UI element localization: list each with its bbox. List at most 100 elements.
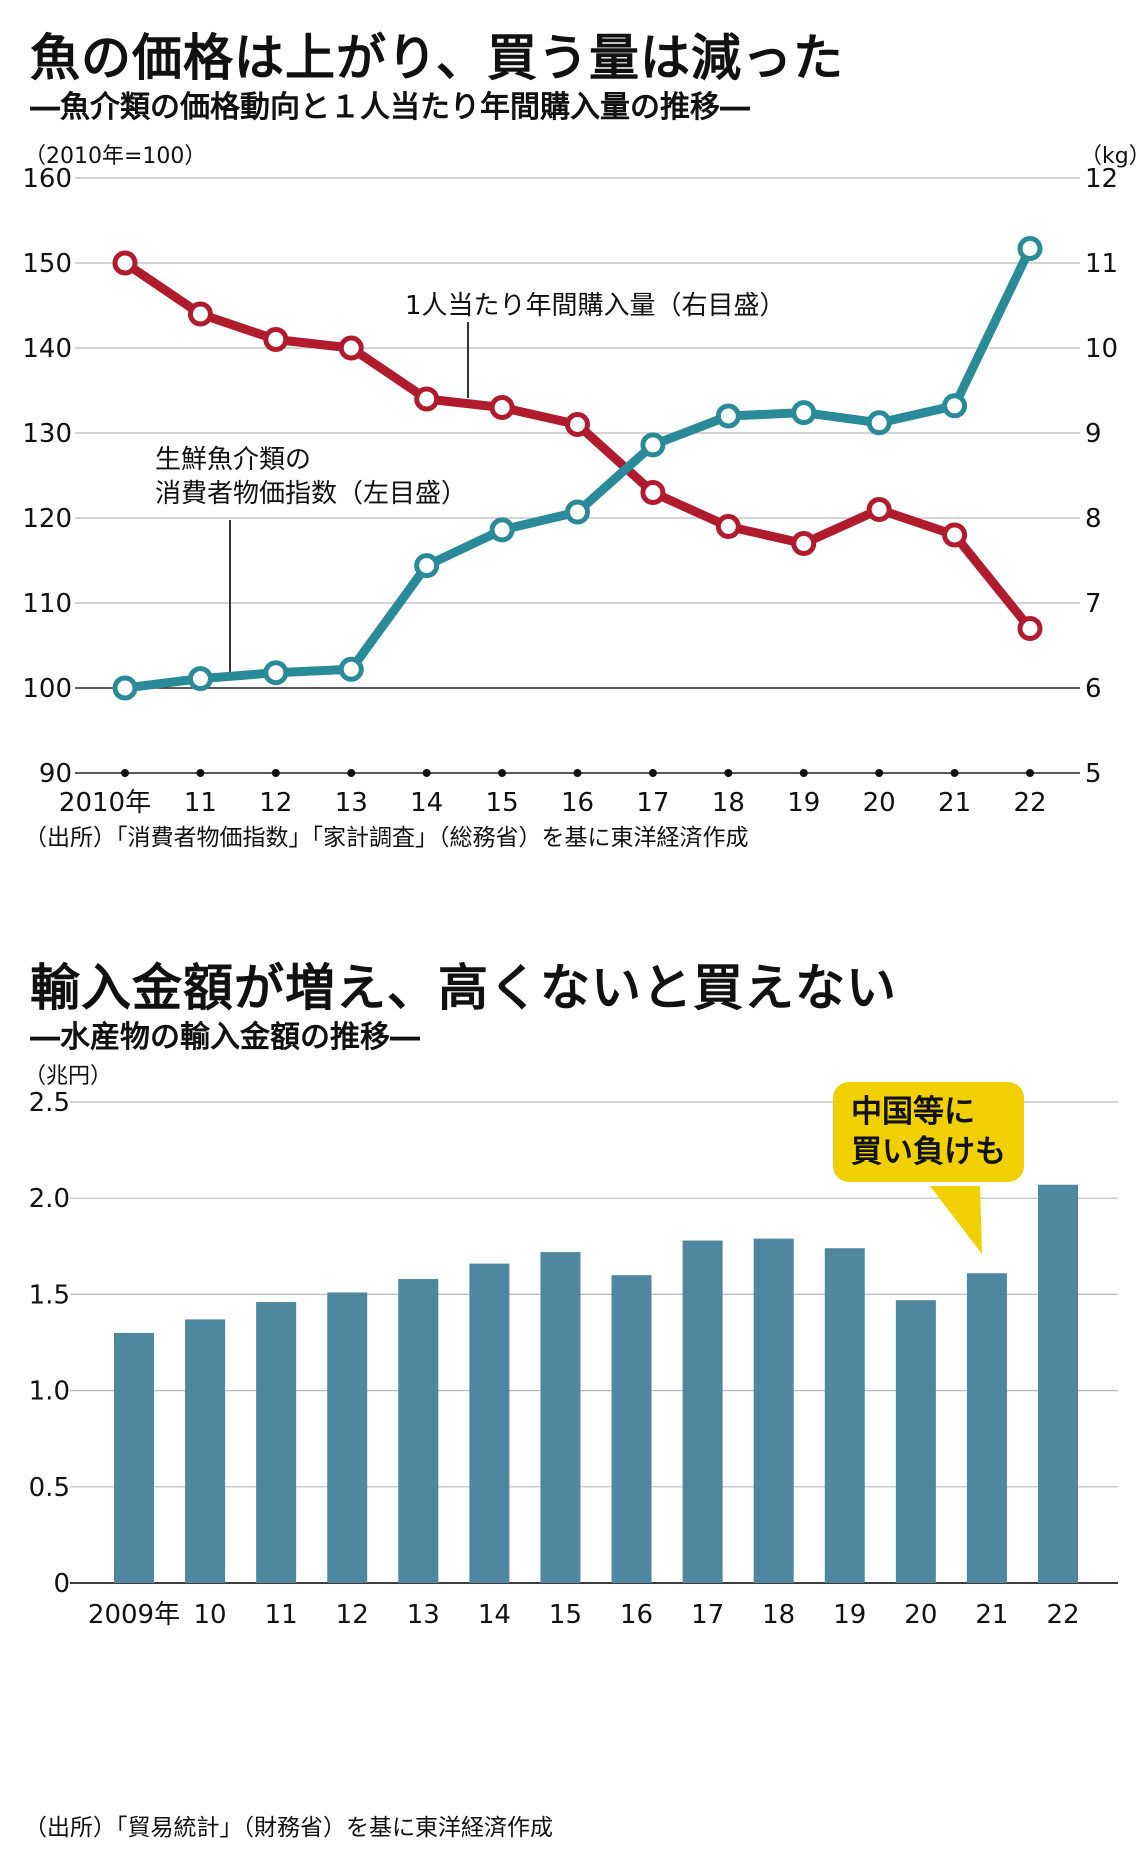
chart1-left-unit: （2010年=100）	[24, 144, 207, 169]
x-axis-dot	[875, 769, 884, 777]
x-axis-tick-label: 12	[336, 1600, 369, 1630]
x-axis-tick-label: 2009年	[88, 1600, 180, 1630]
bar	[469, 1263, 510, 1583]
price-index-point	[263, 660, 289, 686]
left-axis-tick-label: 130	[22, 419, 72, 449]
left-axis-tick-label: 100	[22, 674, 72, 704]
chart1-section: 魚の価格は上がり、買う量は減った ―魚介類の価格動向と１人当たり年間購入量の推移…	[0, 0, 1140, 860]
purchase-volume-point	[640, 480, 666, 505]
bar	[682, 1240, 723, 1583]
price-index-point	[942, 393, 968, 419]
chart2-title: 輸入金額が増え、高くないと買えない	[30, 959, 897, 1017]
price-index-point	[866, 410, 892, 436]
x-axis-dot	[121, 769, 129, 777]
bar	[753, 1238, 794, 1583]
price-index-point	[565, 499, 590, 525]
x-axis-tick-label: 12	[259, 788, 292, 818]
bar	[895, 1300, 936, 1583]
x-axis-tick-label: 17	[691, 1600, 724, 1630]
bar	[327, 1292, 368, 1583]
x-axis-tick-label: 15	[486, 788, 519, 818]
x-axis-tick-label: 21	[938, 788, 971, 818]
bar	[398, 1279, 439, 1583]
purchase-volume-point	[791, 531, 817, 556]
x-axis-tick-label: 18	[712, 788, 745, 818]
x-axis-tick-label: 13	[335, 788, 368, 818]
x-axis-tick-label: 19	[833, 1600, 866, 1630]
chart1-source: （出所）「消費者物価指数」「家計調査」（総務省）を基に東洋経済作成	[24, 825, 749, 851]
x-axis-dot	[498, 769, 507, 777]
x-axis-tick-label: 18	[762, 1600, 795, 1630]
callout-box: 中国等に 買い負けも	[833, 1082, 1024, 1182]
left-axis-tick-label: 140	[22, 334, 72, 364]
x-axis-dot	[573, 769, 582, 777]
callout-pointer	[930, 1186, 982, 1254]
x-axis-tick-label: 22	[1013, 788, 1046, 818]
y-axis-tick-label: 2.5	[29, 1088, 70, 1118]
price-index-point	[715, 403, 741, 429]
purchase-volume-point	[187, 301, 213, 327]
left-axis-tick-label: 160	[22, 164, 72, 194]
x-axis-dot	[724, 769, 733, 777]
purchase-series-label: 1人当たり年間購入量（右目盛）	[405, 291, 786, 321]
price-index-point	[640, 432, 666, 458]
x-axis-tick-label: 19	[787, 788, 820, 818]
chart2-section: 輸入金額が増え、高くないと買えない ―水産物の輸入金額の推移― （兆円） 0 0.…	[0, 900, 1140, 1864]
purchase-volume-point	[715, 514, 741, 539]
x-axis-dot	[1026, 769, 1034, 777]
left-axis-tick-label: 150	[22, 249, 72, 279]
purchase-volume-point	[489, 395, 515, 420]
x-axis-dot	[347, 769, 356, 777]
x-axis-dot	[950, 769, 959, 777]
y-axis-tick-label: 0.5	[29, 1473, 70, 1503]
x-axis-dot	[799, 769, 808, 777]
right-axis-tick-label: 8	[1085, 504, 1102, 534]
x-axis-tick-label: 16	[561, 788, 594, 818]
x-axis-tick-label: 14	[410, 788, 443, 818]
bar	[185, 1319, 226, 1583]
left-axis-tick-label: 90	[39, 759, 72, 789]
bar	[1038, 1184, 1078, 1583]
chart2-unit: （兆円）	[24, 1064, 113, 1089]
chart1-title: 魚の価格は上がり、買う量は減った	[30, 29, 844, 87]
purchase-volume-point	[414, 386, 440, 412]
y-axis-tick-label: 1.5	[29, 1280, 70, 1310]
right-axis-tick-label: 10	[1085, 334, 1118, 364]
x-axis-dot	[271, 769, 280, 777]
chart2-source: （出所）「貿易統計」（財務省）を基に東洋経済作成	[24, 1815, 553, 1841]
x-axis-dot	[196, 769, 205, 777]
chart1-plot: 90 5 100 6 110 7 120 8 130 9 140 10 150 11 160 12 2010年 1…	[22, 164, 1118, 818]
price-series-label-line1: 生鮮魚介類の	[155, 445, 311, 475]
x-axis-tick-label: 20	[863, 788, 896, 818]
bar	[611, 1275, 652, 1583]
chart1-subtitle: ―魚介類の価格動向と１人当たり年間購入量の推移―	[30, 90, 750, 125]
price-index-point	[112, 675, 138, 701]
price-index-point	[338, 656, 364, 682]
right-axis-tick-label: 7	[1085, 589, 1102, 619]
price-index-point	[489, 517, 515, 543]
right-axis-tick-label: 5	[1085, 759, 1102, 789]
x-axis-tick-label: 2010年	[59, 788, 151, 818]
right-axis-tick-label: 11	[1085, 249, 1118, 279]
bar	[824, 1248, 865, 1583]
purchase-volume-point	[1017, 616, 1043, 641]
x-axis-tick-label: 15	[549, 1600, 582, 1630]
purchase-volume-point	[866, 497, 892, 522]
bar	[256, 1302, 297, 1583]
bar	[540, 1252, 581, 1583]
purchase-volume-point	[942, 522, 968, 548]
x-axis-dot	[648, 769, 657, 777]
price-series-label-line2: 消費者物価指数（左目盛）	[155, 479, 467, 509]
right-axis-tick-label: 9	[1085, 419, 1102, 449]
purchase-volume-point	[565, 412, 590, 437]
x-axis-tick-label: 22	[1046, 1600, 1079, 1630]
purchase-volume-point	[338, 335, 364, 361]
x-axis-tick-label: 14	[478, 1600, 511, 1630]
x-axis-tick-label: 17	[636, 788, 669, 818]
y-axis-tick-label: 2.0	[29, 1184, 70, 1214]
chart2-subtitle: ―水産物の輸入金額の推移―	[30, 1020, 420, 1055]
x-axis-tick-label: 13	[407, 1600, 440, 1630]
chart1-right-unit: （kg）	[1080, 144, 1140, 169]
purchase-volume-point	[112, 250, 138, 276]
right-axis-tick-label: 6	[1085, 674, 1102, 704]
